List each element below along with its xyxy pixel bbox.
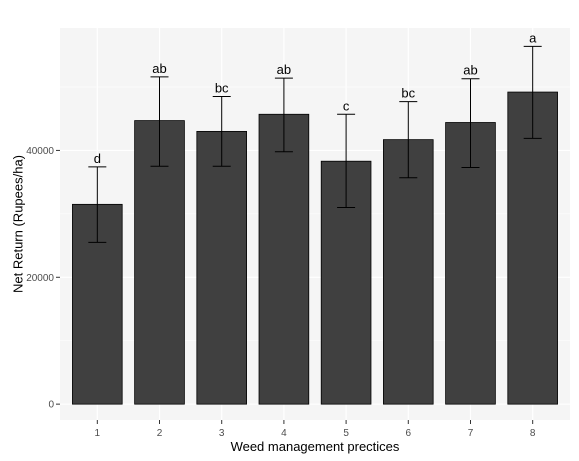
error-bar-6	[399, 101, 418, 179]
error-bar-4	[274, 77, 293, 153]
x-axis-title: Weed management prectices	[231, 439, 400, 454]
significance-label-8: a	[529, 30, 537, 45]
bar-6	[383, 139, 434, 405]
x-axis: 1 2 3 4 5 6 7 8	[95, 420, 536, 439]
y-tick-label: 40000	[26, 146, 54, 157]
significance-label-2: ab	[152, 61, 166, 76]
x-tick-label: 3	[219, 428, 225, 439]
x-tick-label: 6	[406, 428, 412, 439]
x-tick-label: 4	[281, 428, 287, 439]
bar-4	[258, 113, 310, 405]
y-tick-label: 20000	[26, 273, 54, 284]
bars	[72, 91, 558, 405]
significance-label-7: ab	[463, 63, 477, 78]
error-bar-1	[88, 166, 107, 243]
error-bar-3	[212, 96, 231, 167]
error-bar-7	[461, 78, 480, 169]
x-tick-label: 5	[343, 428, 349, 439]
y-axis-title: Net Return (Rupees/ha)	[11, 155, 26, 293]
x-tick-label: 8	[530, 428, 536, 439]
x-tick-label: 7	[468, 428, 474, 439]
significance-label-4: ab	[277, 62, 291, 77]
x-tick-label: 1	[95, 428, 101, 439]
y-tick-label: 0	[48, 400, 54, 411]
error-bars	[88, 45, 542, 243]
significance-label-6: bc	[401, 86, 415, 101]
error-bar-8	[523, 45, 542, 139]
significance-label-3: bc	[215, 81, 229, 96]
significance-label-1: d	[94, 151, 101, 166]
error-bar-2	[150, 76, 169, 167]
y-axis: 0 20000 40000	[26, 146, 60, 411]
x-tick-label: 2	[157, 428, 163, 439]
significance-label-5: c	[343, 98, 350, 113]
error-bar-5	[337, 113, 356, 209]
bar-2	[134, 120, 185, 405]
significance-labels: d ab bc ab c bc ab a	[94, 30, 537, 166]
bar-8	[507, 91, 558, 405]
bar-3	[196, 130, 247, 405]
